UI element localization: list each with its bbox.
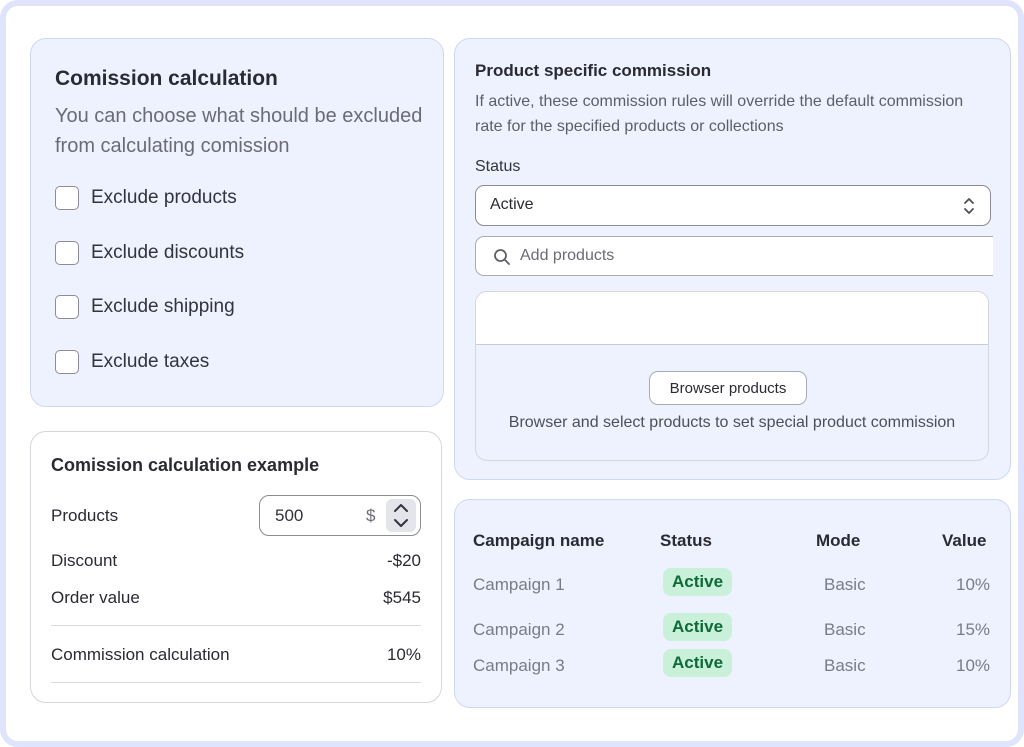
discount-value: -$20 (386, 551, 421, 570)
exclude-taxes-label: Exclude taxes (91, 351, 210, 372)
exclusions-subtitle: You can choose what should be excluded f… (55, 105, 423, 157)
product-commission-title: Product specific commission (475, 61, 712, 80)
exclude-discounts-checkbox[interactable] (55, 241, 79, 265)
commission-calculation-value: 10% (386, 645, 421, 664)
products-value[interactable]: 500 (275, 506, 304, 525)
status-badge: Active (663, 649, 733, 677)
campaign-mode: Basic (824, 620, 866, 639)
column-header-status: Status (660, 531, 712, 550)
exclusions-title: Comission calculation (55, 67, 278, 90)
chevron-up-down-icon (962, 196, 976, 216)
search-icon (493, 248, 511, 266)
exclude-taxes-option[interactable]: Exclude taxes (55, 350, 209, 374)
campaign-mode: Basic (824, 575, 866, 594)
products-stepper[interactable]: 500 $ (259, 495, 421, 536)
exclude-products-label: Exclude products (91, 187, 237, 208)
exclude-products-checkbox[interactable] (55, 186, 79, 210)
currency-symbol: $ (366, 506, 376, 525)
commission-calculation-label: Commission calculation (51, 645, 230, 664)
campaign-name[interactable]: Campaign 2 (473, 620, 565, 639)
commission-exclusions-card: Comission calculation You can choose wha… (30, 38, 444, 407)
discount-label: Discount (51, 551, 118, 570)
exclude-shipping-label: Exclude shipping (91, 296, 235, 317)
stepper-arrows-icon[interactable] (386, 499, 416, 532)
campaign-name[interactable]: Campaign 3 (473, 656, 565, 675)
column-header-value: Value (942, 531, 987, 550)
example-title: Comission calculation example (51, 455, 320, 475)
campaign-value: 10% (956, 656, 991, 675)
order-value-label: Order value (51, 588, 140, 607)
status-badge: Active (663, 613, 733, 641)
product-commission-card: Product specific commission If active, t… (454, 38, 1011, 480)
product-commission-description: If active, these commission rules will o… (475, 93, 964, 135)
exclude-discounts-option[interactable]: Exclude discounts (55, 241, 244, 265)
campaigns-card: Campaign name Status Mode Value Campaign… (454, 499, 1011, 708)
order-value: $545 (383, 588, 421, 607)
campaign-name[interactable]: Campaign 1 (473, 575, 565, 594)
add-products-search[interactable]: Add products (475, 236, 993, 276)
divider (51, 682, 421, 683)
campaign-mode: Basic (824, 656, 866, 675)
column-header-mode: Mode (816, 531, 861, 550)
status-badge: Active (663, 568, 733, 596)
exclude-discounts-label: Exclude discounts (91, 242, 245, 263)
exclude-taxes-checkbox[interactable] (55, 350, 79, 374)
divider (51, 625, 421, 626)
dropzone-header (476, 292, 988, 345)
status-select-value: Active (490, 196, 534, 213)
browse-products-button[interactable]: Browser products (649, 371, 807, 405)
products-dropzone: Browser products Browser and select prod… (475, 291, 989, 461)
status-label: Status (475, 158, 521, 175)
column-header-campaign-name: Campaign name (473, 531, 605, 550)
exclude-shipping-checkbox[interactable] (55, 295, 79, 319)
exclude-shipping-option[interactable]: Exclude shipping (55, 295, 235, 319)
products-label: Products (51, 506, 119, 525)
campaign-value: 15% (956, 620, 991, 639)
exclude-products-option[interactable]: Exclude products (55, 186, 237, 210)
campaign-value: 10% (956, 575, 991, 594)
search-placeholder: Add products (520, 247, 615, 264)
commission-example-card: Comission calculation example Products 5… (30, 431, 442, 703)
dropzone-empty-text: Browser and select products to set speci… (508, 414, 956, 431)
status-select[interactable]: Active (475, 185, 991, 226)
